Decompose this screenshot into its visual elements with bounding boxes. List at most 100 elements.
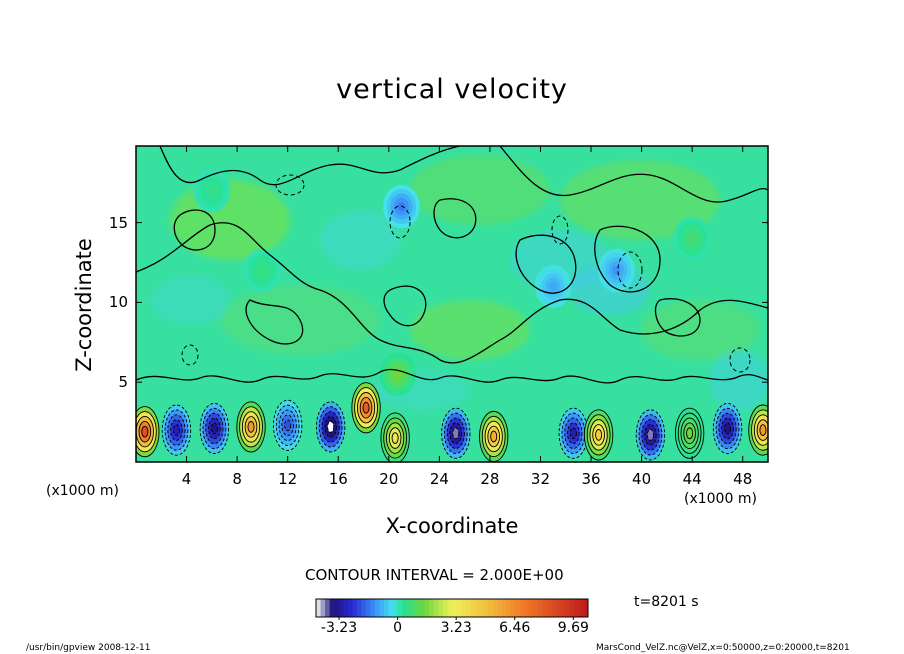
heatmap-cell: [273, 399, 303, 451]
colorbar-band: [574, 599, 580, 617]
heatmap-cell: [748, 404, 768, 456]
colorbar-band: [320, 599, 326, 617]
colorbar-band: [538, 599, 544, 617]
heatmap-cell: [236, 401, 266, 453]
colorbar-band: [343, 599, 349, 617]
heatmap-cell: [479, 410, 509, 462]
colorbar-band: [406, 599, 412, 617]
colorbar-band: [442, 599, 448, 617]
colorbar-band: [365, 599, 371, 617]
heatmap-cell: [136, 406, 160, 458]
colorbar-band: [515, 599, 521, 617]
colorbar-band: [420, 599, 426, 617]
x-unit-label-left: (x1000 m): [46, 483, 119, 499]
x-unit-label-right: (x1000 m): [684, 491, 757, 507]
x-tick-label: 48: [733, 470, 753, 488]
colorbar-band: [411, 599, 417, 617]
time-label: t=8201 s: [634, 594, 699, 610]
colorbar-band: [379, 599, 385, 617]
colorbar-band: [352, 599, 358, 617]
colorbar-band: [569, 599, 575, 617]
x-tick-label: 12: [278, 470, 298, 488]
colorbar-band: [325, 599, 331, 617]
heatmap-cell: [712, 402, 743, 455]
colorbar-band: [388, 599, 394, 617]
background-texture: [150, 155, 768, 410]
heatmap-cell: [193, 168, 231, 213]
colorbar-ticks: [338, 617, 574, 620]
colorbar-band: [374, 599, 380, 617]
colorbar-band: [402, 599, 408, 617]
colorbar-band: [578, 599, 584, 617]
colorbar-band: [447, 599, 453, 617]
x-tick-label: 32: [530, 470, 551, 488]
heatmap-cell: [379, 352, 417, 396]
x-tick-label: 36: [581, 470, 601, 488]
colorbar-band: [316, 599, 322, 617]
colorbar-band: [524, 599, 530, 617]
heatmap-cell: [380, 412, 410, 462]
colorbar-band: [393, 599, 399, 617]
colorbar-band: [465, 599, 471, 617]
heatmap-cell: [597, 248, 635, 293]
colorbar-band: [338, 599, 344, 617]
x-axis-ticks: [186, 146, 744, 462]
colorbar-band: [483, 599, 489, 617]
x-tick-label: 24: [429, 470, 449, 488]
colorbar-tick-label: -3.23: [320, 620, 358, 636]
colorbar-tick-label: 6.46: [499, 620, 531, 636]
colorbar-band: [488, 599, 494, 617]
colorbar-band: [461, 599, 467, 617]
x-tick-label: 4: [181, 470, 192, 488]
colorbar-band: [560, 599, 566, 617]
colorbar-frame: [315, 598, 589, 618]
colorbar-band: [474, 599, 480, 617]
colorbar-band: [497, 599, 503, 617]
colorbar-band: [479, 599, 485, 617]
colorbar-band: [556, 599, 562, 617]
colorbar-band: [424, 599, 430, 617]
x-tick-label: 40: [632, 470, 652, 488]
colorbar-band: [429, 599, 435, 617]
heatmap-cell: [673, 216, 711, 261]
colorbar-band: [533, 599, 539, 617]
colorbar-tick-label: 9.69: [557, 620, 589, 636]
y-axis-ticks: [136, 222, 768, 383]
colorbar-band: [361, 599, 367, 617]
heatmap-cell: [583, 409, 614, 461]
x-tick-label: 28: [480, 470, 500, 488]
colorbar-band: [347, 599, 353, 617]
colorbar-band: [501, 599, 507, 617]
heatmap-cell: [534, 264, 572, 309]
y-tick-label: 10: [108, 293, 128, 312]
colorbar-band: [547, 599, 553, 617]
colorbar-band: [329, 599, 335, 617]
colorbar-band: [520, 599, 526, 617]
colorbar-band: [384, 599, 390, 617]
x-tick-label: 44: [682, 470, 702, 488]
colorbar-band: [433, 599, 439, 617]
contour-dashed-lines: [181, 174, 751, 373]
chart-title: vertical velocity: [336, 74, 568, 105]
colorbar-bands: [315, 598, 589, 618]
colorbar-band: [529, 599, 535, 617]
colorbar-band: [565, 599, 571, 617]
colorbar-band: [583, 599, 589, 617]
heatmap-cell: [441, 407, 471, 459]
colorbar-band: [470, 599, 476, 617]
colorbar-band: [370, 599, 376, 617]
x-axis-label: X-coordinate: [385, 514, 519, 538]
y-tick-label: 5: [118, 373, 128, 392]
colorbar-band: [510, 599, 516, 617]
heatmap-cell: [161, 404, 192, 456]
x-tick-label: 20: [379, 470, 399, 488]
contour-interval-label: CONTOUR INTERVAL = 2.000E+00: [305, 566, 564, 584]
colorbar-band: [438, 599, 444, 617]
colorbar-tick-label: 3.23: [440, 620, 472, 636]
contour-lines: [136, 146, 768, 384]
colorbar-band: [456, 599, 462, 617]
colorbar-band: [542, 599, 548, 617]
x-tick-label: 8: [232, 470, 242, 488]
colorbar-band: [356, 599, 362, 617]
